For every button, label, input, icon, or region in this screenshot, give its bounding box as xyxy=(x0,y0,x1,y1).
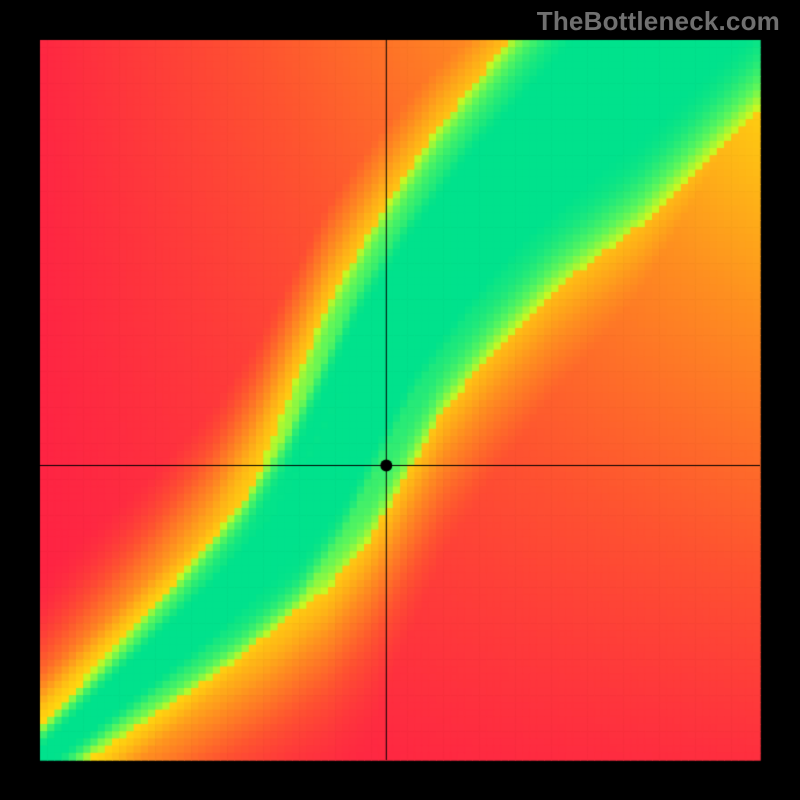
watermark-text: TheBottleneck.com xyxy=(537,6,780,37)
bottleneck-heatmap xyxy=(0,0,800,800)
chart-container: { "watermark": "TheBottleneck.com", "bac… xyxy=(0,0,800,800)
